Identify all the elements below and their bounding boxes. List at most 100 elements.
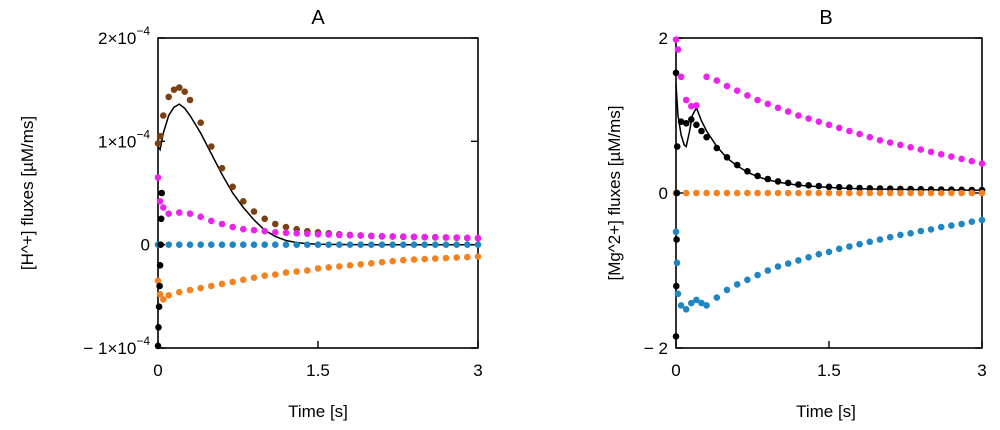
panel-a-data-point — [421, 255, 429, 263]
panel-b-data-point — [825, 248, 833, 256]
panel-b-data-point — [703, 302, 710, 309]
panel-b-x-axis-label: Time [s] — [796, 402, 856, 421]
panel-b-data-point — [856, 184, 863, 192]
panel-b-data-point — [698, 127, 705, 135]
panel-b-data-point — [805, 115, 812, 122]
panel-b-data-point — [805, 182, 812, 189]
panel-a-data-point — [218, 280, 226, 288]
panel-a-data-point — [261, 227, 269, 235]
panel-a-data-point — [165, 93, 172, 101]
panel-a-data-point — [293, 241, 301, 248]
panel-b-data-point — [713, 189, 721, 197]
panel-a-data-point — [229, 183, 236, 191]
panel-a-x-tick-label: 3 — [473, 361, 482, 380]
panel-b-data-point — [682, 96, 690, 104]
panel-b-data-point — [876, 137, 884, 144]
panel-b-data-point — [784, 179, 792, 187]
panel-a-data-point — [176, 288, 183, 296]
panel-a-data-point — [368, 232, 375, 240]
panel-b-y-tick-label: 0 — [659, 184, 668, 203]
panel-b-data-point — [713, 77, 721, 84]
panel-b-data-point — [907, 144, 914, 151]
panel-a-data-point — [240, 276, 247, 284]
panel-b-data-point — [723, 189, 731, 197]
panel-a-data-point — [156, 282, 163, 290]
panel-b-data-point — [876, 236, 884, 243]
panel-a-y-tick-label: 2×10−4 — [98, 24, 150, 48]
panel-a-data-point — [453, 234, 461, 241]
panel-b-data-point — [754, 172, 761, 180]
panel-a-data-point — [357, 232, 365, 239]
panel-a-data-point — [432, 241, 439, 248]
panel-a-data-point — [272, 220, 279, 228]
panel-a-data-point — [421, 233, 429, 241]
panel-a-y-tick-label: 1×10−4 — [98, 127, 150, 151]
panel-a-data-point — [272, 271, 279, 278]
panel-b-data-point — [733, 161, 741, 169]
panel-b-data-point — [948, 189, 955, 197]
panel-b-data-point — [673, 282, 680, 290]
panel-a-data-point — [378, 232, 386, 240]
panel-b-data-point — [673, 236, 680, 243]
panel-a-data-point — [156, 132, 164, 140]
panel-b-data-point — [968, 218, 976, 225]
panel-b-data-point — [958, 220, 965, 228]
panel-b-data-point — [764, 100, 772, 108]
panel-b-data-point — [856, 130, 863, 138]
panel-a-data-point — [272, 229, 279, 236]
panel-b-data-point — [795, 257, 802, 264]
panel-b-data-point — [897, 141, 904, 149]
panel-b-data-point — [805, 189, 812, 197]
panel-a-data-point — [357, 261, 365, 268]
panel-b-data-point — [693, 121, 700, 129]
panel-a-data-point — [410, 256, 418, 263]
panel-b-data-point — [672, 36, 680, 43]
panel-b-data-point — [825, 121, 833, 129]
panel-b-data-point — [703, 133, 710, 141]
panel-b-data-point — [723, 154, 731, 161]
panel-a: A 0 1.5 32×10−41×10−40− 1×10−4 Time [s] [H… — [18, 7, 483, 421]
panel-b-data-point — [688, 299, 695, 307]
panel-a-data-point — [432, 233, 439, 241]
panel-a-plot-frame — [157, 37, 479, 349]
panel-a-data-point — [453, 254, 461, 261]
panel-b-data-point — [784, 189, 792, 197]
panel-a-data-point — [229, 278, 236, 286]
panel-b-data-point — [672, 228, 680, 236]
panel-a-data-point — [336, 263, 343, 270]
panel-a-data-point — [400, 233, 407, 240]
panel-b-data-point — [795, 181, 802, 188]
panel-a-data-point — [304, 230, 311, 238]
panel-a-data-point — [432, 255, 439, 262]
panel-b-data-point — [713, 144, 721, 152]
panel-a-data-point — [155, 303, 163, 311]
panel-b-data-point — [674, 290, 682, 298]
panel-a-data-point — [218, 220, 226, 228]
panel-a-data-point — [282, 223, 290, 231]
panel-a-data-point — [229, 241, 236, 248]
panel-b-data-point — [774, 178, 782, 185]
panel-a-data-point — [197, 119, 204, 126]
panel-a-data-point — [261, 215, 269, 223]
panel-b-data-point — [958, 155, 965, 163]
panel-a-data-point — [186, 241, 194, 248]
panel-a-y-tick-label: 0 — [141, 236, 150, 255]
panel-a-data-point — [474, 234, 482, 242]
panel-b-data-point — [744, 92, 751, 99]
panel-a-data-point — [154, 277, 162, 285]
panel-a-data-point — [154, 140, 162, 147]
panel-a-data-point — [293, 230, 301, 237]
panel-b-y-tick-label: − 2 — [644, 339, 668, 358]
panel-a-data-point — [154, 342, 162, 350]
panel-a-data-point — [378, 258, 386, 266]
panel-b-data-point — [764, 189, 772, 197]
panel-b-data-point — [677, 118, 685, 125]
panel-b-data-point — [917, 227, 925, 235]
panel-b-data-point — [948, 153, 955, 160]
panel-a-data-point — [250, 274, 258, 282]
panel-b-data-point — [733, 189, 741, 197]
panel-b-data-point — [886, 189, 894, 197]
panel-b-series-line — [675, 84, 983, 192]
panel-a-data-point — [442, 254, 450, 262]
panel-b-data-point — [815, 189, 823, 197]
